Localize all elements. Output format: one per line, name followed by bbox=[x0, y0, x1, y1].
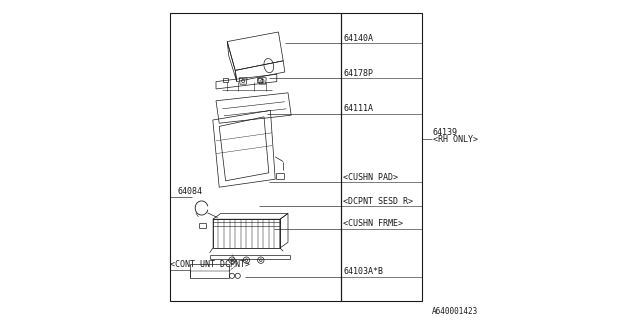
Text: <CUSHN PAD>: <CUSHN PAD> bbox=[344, 173, 398, 182]
Text: 64103A*B: 64103A*B bbox=[344, 267, 383, 276]
Text: 64111A: 64111A bbox=[344, 104, 373, 113]
Text: <DCPNT SESD R>: <DCPNT SESD R> bbox=[344, 197, 413, 206]
Text: <RH ONLY>: <RH ONLY> bbox=[433, 135, 478, 144]
Bar bbox=[212, 219, 280, 248]
Text: <CONT UNT DCPNT>: <CONT UNT DCPNT> bbox=[170, 260, 250, 268]
Text: 64178P: 64178P bbox=[344, 69, 373, 78]
Bar bbox=[170, 13, 340, 301]
Text: 64139: 64139 bbox=[433, 128, 458, 137]
Text: A640001423: A640001423 bbox=[432, 307, 479, 316]
Bar bbox=[191, 264, 229, 278]
Text: <CUSHN FRME>: <CUSHN FRME> bbox=[344, 219, 403, 228]
Text: 64084: 64084 bbox=[178, 187, 203, 196]
Text: 64140A: 64140A bbox=[344, 34, 373, 43]
Bar bbox=[340, 13, 422, 301]
